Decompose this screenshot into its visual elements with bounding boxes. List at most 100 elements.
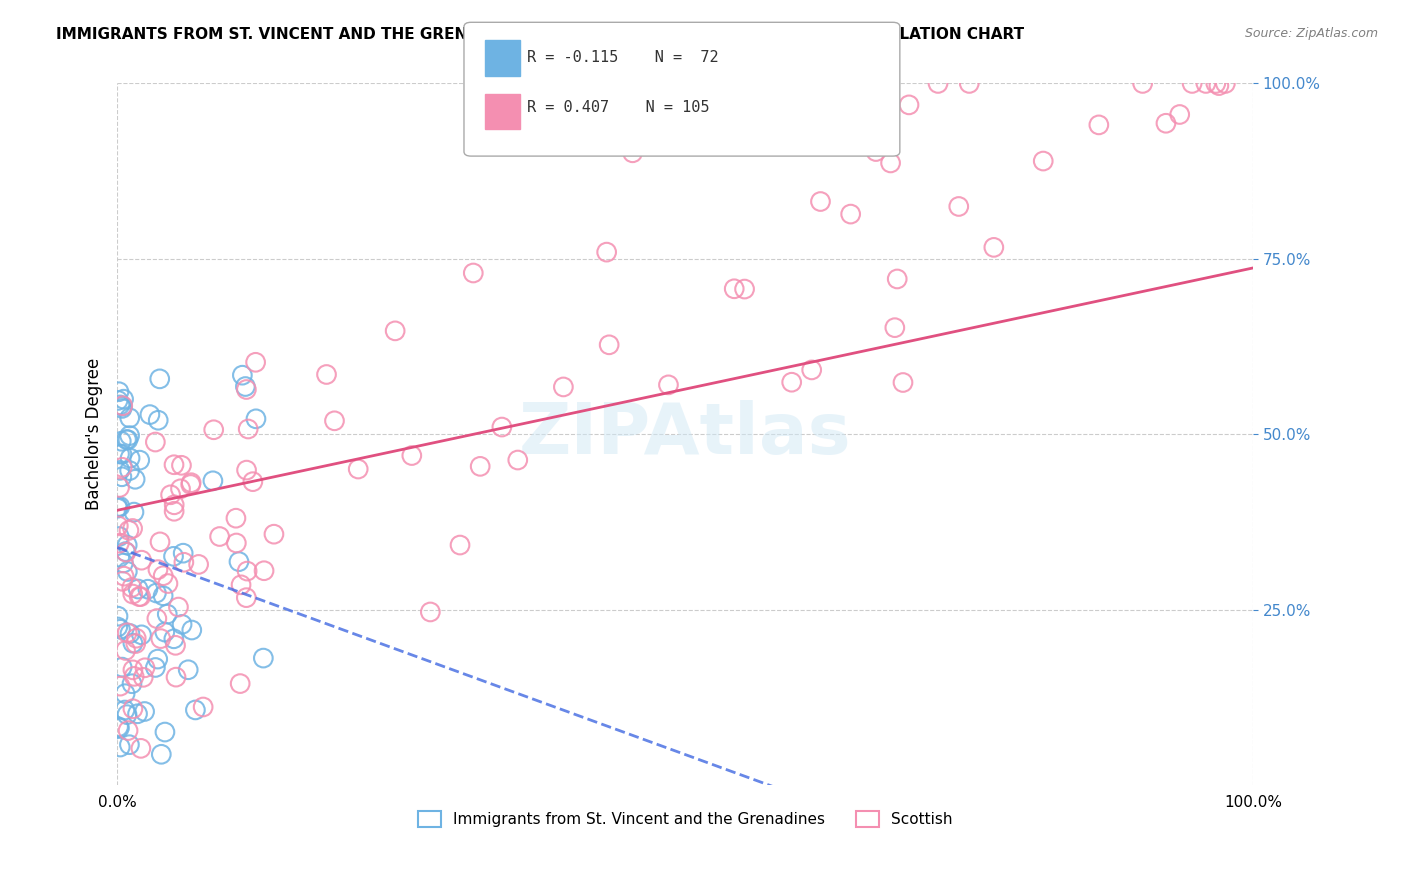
- Point: [107, 500, 129, 514]
- Point: [111, 460, 134, 475]
- Point: [238, 422, 260, 436]
- Point: [114, 544, 136, 558]
- Point: [112, 392, 135, 407]
- Point: [118, 524, 141, 538]
- Point: [108, 447, 131, 461]
- Point: [169, 482, 191, 496]
- Point: [148, 413, 170, 427]
- Text: R = -0.115    N =  72: R = -0.115 N = 72: [527, 51, 718, 65]
- Point: [156, 607, 179, 622]
- Point: [122, 702, 145, 716]
- Point: [948, 199, 970, 213]
- Point: [139, 408, 162, 422]
- Point: [108, 529, 131, 543]
- Point: [121, 581, 143, 595]
- Point: [1168, 107, 1191, 121]
- Point: [146, 563, 169, 577]
- Point: [229, 578, 252, 592]
- Point: [111, 400, 134, 414]
- Point: [159, 488, 181, 502]
- Point: [122, 636, 145, 650]
- Point: [865, 145, 887, 159]
- Point: [120, 451, 142, 466]
- Point: [121, 587, 143, 601]
- Point: [202, 423, 225, 437]
- Point: [112, 556, 135, 570]
- Point: [146, 652, 169, 666]
- Point: [463, 266, 485, 280]
- Point: [122, 505, 145, 519]
- Point: [153, 725, 176, 739]
- Point: [506, 453, 529, 467]
- Point: [879, 156, 901, 170]
- Point: [235, 379, 257, 393]
- Point: [115, 433, 138, 447]
- Point: [165, 638, 187, 652]
- Point: [146, 611, 169, 625]
- Point: [229, 676, 252, 690]
- Point: [163, 504, 186, 518]
- Point: [891, 376, 914, 390]
- Point: [1215, 77, 1237, 91]
- Point: [115, 545, 138, 559]
- Point: [124, 472, 146, 486]
- Point: [112, 569, 135, 583]
- Point: [131, 628, 153, 642]
- Point: [127, 706, 149, 721]
- Point: [1132, 77, 1154, 91]
- Point: [132, 670, 155, 684]
- Point: [121, 521, 143, 535]
- Point: [128, 590, 150, 604]
- Point: [114, 643, 136, 657]
- Point: [1195, 77, 1218, 91]
- Point: [115, 707, 138, 722]
- Point: [145, 435, 167, 450]
- Point: [163, 632, 186, 646]
- Point: [245, 412, 267, 426]
- Point: [114, 687, 136, 701]
- Point: [780, 375, 803, 389]
- Point: [145, 660, 167, 674]
- Point: [125, 631, 148, 645]
- Point: [323, 414, 346, 428]
- Point: [553, 380, 575, 394]
- Point: [127, 582, 149, 596]
- Point: [839, 207, 862, 221]
- Point: [149, 632, 172, 646]
- Point: [149, 372, 172, 386]
- Point: [172, 617, 194, 632]
- Point: [122, 669, 145, 683]
- Text: ZIPAtlas: ZIPAtlas: [519, 400, 852, 469]
- Point: [810, 194, 832, 209]
- Point: [957, 77, 980, 91]
- Point: [173, 555, 195, 569]
- Point: [384, 324, 406, 338]
- Point: [115, 625, 138, 640]
- Point: [107, 519, 129, 533]
- Point: [401, 449, 423, 463]
- Point: [231, 368, 253, 383]
- Text: Source: ZipAtlas.com: Source: ZipAtlas.com: [1244, 27, 1378, 40]
- Point: [242, 475, 264, 489]
- Point: [263, 527, 285, 541]
- Point: [108, 550, 131, 565]
- Point: [1032, 154, 1054, 169]
- Point: [162, 549, 184, 564]
- Point: [117, 723, 139, 738]
- Point: [128, 453, 150, 467]
- Point: [118, 464, 141, 478]
- Point: [1181, 77, 1204, 91]
- Point: [170, 458, 193, 473]
- Point: [172, 546, 194, 560]
- Point: [118, 738, 141, 752]
- Point: [121, 676, 143, 690]
- Point: [315, 368, 337, 382]
- Point: [156, 576, 179, 591]
- Point: [1208, 78, 1230, 93]
- Point: [184, 703, 207, 717]
- Point: [107, 720, 129, 734]
- Point: [145, 586, 167, 600]
- Text: R = 0.407    N = 105: R = 0.407 N = 105: [527, 100, 710, 114]
- Point: [191, 700, 214, 714]
- Point: [253, 564, 276, 578]
